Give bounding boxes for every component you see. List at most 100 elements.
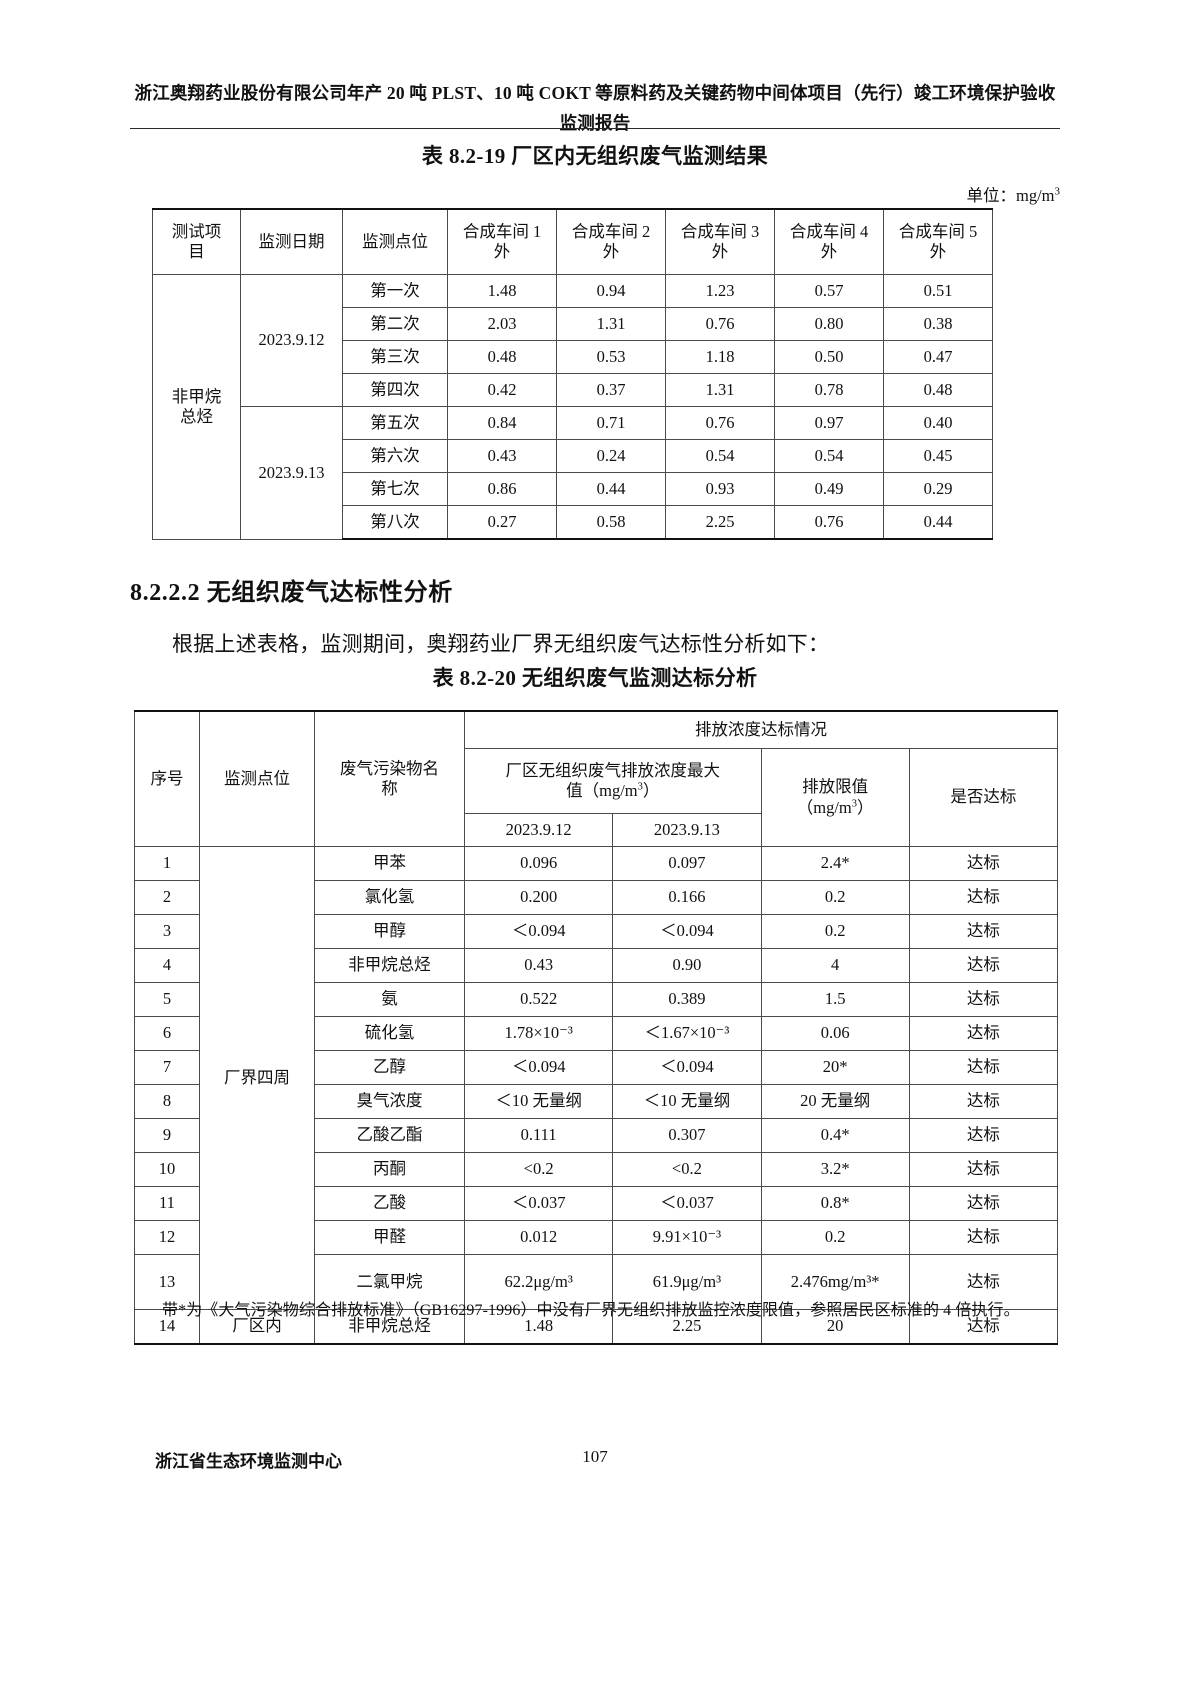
cell-value: 0.48 — [447, 340, 557, 374]
cell-pollutant: 甲苯 — [314, 846, 465, 881]
cell-point: 第七次 — [342, 472, 448, 506]
cell-index: 14 — [134, 1309, 200, 1345]
table-header-row-1: 序号 监测点位 废气污染物名 称 排放浓度达标情况 — [134, 710, 1058, 847]
cell-value: 0.94 — [556, 274, 666, 308]
cell-compliance: 达标 — [908, 1254, 1059, 1310]
th-workshop-5: 合成车间 5 外 — [883, 208, 993, 275]
cell-index: 6 — [134, 1016, 200, 1051]
th-monitor-point: 监测点位 — [199, 710, 315, 847]
cell-value: 0.71 — [556, 406, 666, 440]
cell-limit: 0.2 — [760, 880, 910, 915]
table-row: 9 乙酸乙酯 0.111 0.307 0.4* 达标 — [134, 1118, 1059, 1153]
cell-index: 4 — [134, 948, 200, 983]
table-row: 5 氨 0.522 0.389 1.5 达标 — [134, 982, 1059, 1017]
cell-limit: 0.2 — [760, 1220, 910, 1255]
th-workshop-2: 合成车间 2 外 — [556, 208, 666, 275]
cell-limit: 1.5 — [760, 982, 910, 1017]
th-test-item: 测试项 目 — [152, 208, 241, 275]
cell-index: 1 — [134, 846, 200, 881]
cell-value-d1: 0.111 — [463, 1118, 614, 1153]
cell-index: 5 — [134, 982, 200, 1017]
cell-value: 0.43 — [447, 439, 557, 473]
cell-value: 1.18 — [665, 340, 775, 374]
cell-value: 0.42 — [447, 373, 557, 407]
cell-value: 0.76 — [665, 406, 775, 440]
cell-value-d2: 0.389 — [612, 982, 762, 1017]
cell-point: 第三次 — [342, 340, 448, 374]
cell-index: 9 — [134, 1118, 200, 1153]
table1-unit-label: 单位：mg/m3 — [130, 182, 1060, 206]
cell-value-d1: ＜10 无量纲 — [463, 1084, 614, 1119]
cell-value: 0.40 — [883, 406, 993, 440]
cell-pollutant: 甲醇 — [314, 914, 465, 949]
unit-text: 单位：mg/m — [966, 186, 1055, 205]
th-workshop-4: 合成车间 4 外 — [774, 208, 884, 275]
cell-point: 第一次 — [342, 274, 448, 308]
cell-value-d2: 9.91×10⁻³ — [612, 1220, 762, 1255]
cell-value-d2: 0.90 — [612, 948, 762, 983]
table-row: 第四次 0.42 0.37 1.31 0.78 0.48 — [153, 373, 993, 407]
cell-value: 0.86 — [447, 472, 557, 506]
cell-compliance: 达标 — [908, 1220, 1059, 1255]
th-max-concentration: 厂区无组织废气排放浓度最大 值（mg/m3） — [464, 748, 762, 814]
cell-pollutant: 氨 — [314, 982, 465, 1017]
cell-compliance: 达标 — [908, 1309, 1059, 1345]
cell-compliance: 达标 — [908, 1084, 1059, 1119]
cell-limit: 20 无量纲 — [760, 1084, 910, 1119]
cell-value-d1: ＜0.094 — [463, 1050, 614, 1085]
cell-compliance: 达标 — [908, 880, 1059, 915]
cell-limit: 0.2 — [760, 914, 910, 949]
cell-site-perimeter: 厂界四周 — [199, 846, 315, 1310]
cell-value: 0.78 — [774, 373, 884, 407]
cell-value: 0.44 — [883, 505, 993, 540]
cell-value: 0.48 — [883, 373, 993, 407]
table-row: 第三次 0.48 0.53 1.18 0.50 0.47 — [153, 340, 993, 374]
table-row: 12 甲醛 0.012 9.91×10⁻³ 0.2 达标 — [134, 1220, 1059, 1255]
cell-value: 0.53 — [556, 340, 666, 374]
cell-value: 2.25 — [665, 505, 775, 540]
th-monitor-point: 监测点位 — [342, 208, 448, 275]
th-limit-unit: （mg/m3） — [796, 797, 874, 817]
cell-value: 0.84 — [447, 406, 557, 440]
cell-value-d1: 0.200 — [463, 880, 614, 915]
cell-value-d1: 0.012 — [463, 1220, 614, 1255]
cell-pollutant: 乙酸乙酯 — [314, 1118, 465, 1153]
cell-limit: 20 — [760, 1309, 910, 1345]
cell-value: 1.48 — [447, 274, 557, 308]
cell-compliance: 达标 — [908, 948, 1059, 983]
cell-date-2: 2023.9.13 — [240, 406, 343, 540]
cell-index: 11 — [134, 1186, 200, 1221]
table-row: 第六次 0.43 0.24 0.54 0.54 0.45 — [153, 439, 993, 473]
cell-pollutant: 二氯甲烷 — [314, 1254, 465, 1310]
cell-value-d1: 62.2μg/m³ — [463, 1254, 614, 1310]
cell-value-d1: <0.2 — [463, 1152, 614, 1187]
table-row: 10 丙酮 <0.2 <0.2 3.2* 达标 — [134, 1152, 1059, 1187]
table-row: 6 硫化氢 1.78×10⁻³ ＜1.67×10⁻³ 0.06 达标 — [134, 1016, 1059, 1051]
cell-pollutant: 非甲烷总烃 — [314, 948, 465, 983]
cell-value-d1: 0.522 — [463, 982, 614, 1017]
cell-value: 0.49 — [774, 472, 884, 506]
cell-limit: 2.4* — [760, 846, 910, 881]
cell-value-d1: 1.78×10⁻³ — [463, 1016, 614, 1051]
cell-value-d1: ＜0.094 — [463, 914, 614, 949]
table-row: 1 厂界四周 甲苯 0.096 0.097 2.4* 达标 — [134, 846, 1059, 1310]
cell-compliance: 达标 — [908, 1186, 1059, 1221]
cell-value-d1: 0.43 — [463, 948, 614, 983]
cell-pollutant: 甲醛 — [314, 1220, 465, 1255]
cell-pollutant: 非甲烷总烃 — [314, 1309, 465, 1345]
table-row: 13 二氯甲烷 62.2μg/m³ 61.9μg/m³ 2.476mg/m³* … — [134, 1254, 1059, 1310]
cell-value: 0.44 — [556, 472, 666, 506]
cell-compliance: 达标 — [908, 1152, 1059, 1187]
cell-limit: 4 — [760, 948, 910, 983]
table-row: 非甲烷 总烃 2023.9.12 第一次 1.48 0.94 1.23 0.57… — [152, 274, 993, 540]
th-workshop-3: 合成车间 3 外 — [665, 208, 775, 275]
cell-compliance: 达标 — [908, 982, 1059, 1017]
header-divider — [130, 128, 1060, 129]
cell-site-inplant: 厂区内 — [199, 1309, 315, 1345]
cell-pollutant: 丙酮 — [314, 1152, 465, 1187]
cell-limit: 3.2* — [760, 1152, 910, 1187]
cell-pollutant: 硫化氢 — [314, 1016, 465, 1051]
cell-point: 第四次 — [342, 373, 448, 407]
cell-value: 0.97 — [774, 406, 884, 440]
cell-compliance: 达标 — [908, 1016, 1059, 1051]
